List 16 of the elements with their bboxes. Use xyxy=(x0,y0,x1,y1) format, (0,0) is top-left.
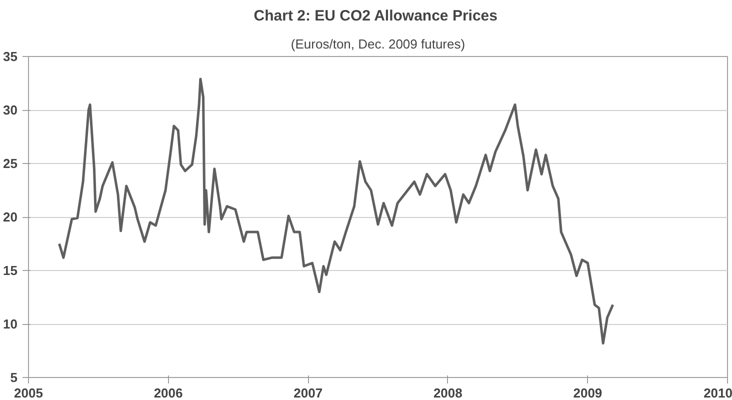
y-tick-label: 20 xyxy=(3,210,18,224)
x-tick-label: 2008 xyxy=(433,386,462,400)
y-tick-label: 35 xyxy=(3,49,18,64)
line-series xyxy=(58,78,614,345)
y-tick-label: 5 xyxy=(10,370,18,385)
chart-title: Chart 2: EU CO2 Allowance Prices xyxy=(254,8,498,24)
y-tick-label: 25 xyxy=(3,156,18,171)
y-tick-label: 30 xyxy=(3,102,18,118)
y-tick-label: 15 xyxy=(3,263,18,278)
x-tick-label: 2010 xyxy=(704,386,732,400)
y-tick-label: 10 xyxy=(3,316,18,332)
chart-subtitle: (Euros/ton, Dec. 2009 futures) xyxy=(290,36,466,52)
x-tick-label: 2007 xyxy=(294,386,323,400)
x-tick-label: 2006 xyxy=(154,386,183,400)
x-tick-label: 2005 xyxy=(14,386,43,400)
x-tick-label: 2009 xyxy=(573,386,602,400)
